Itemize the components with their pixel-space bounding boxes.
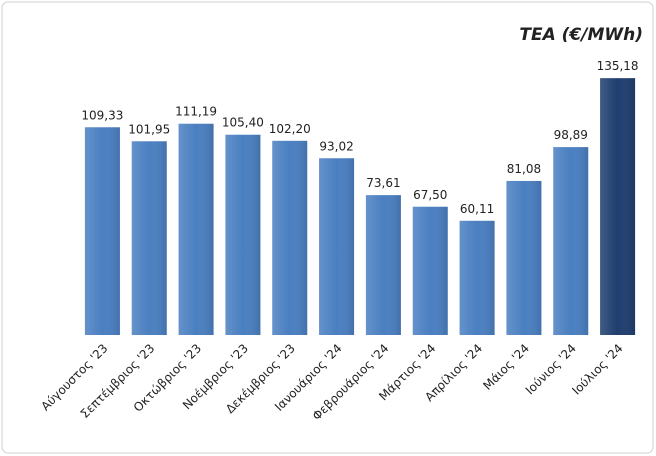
chart-title: TEA (€/MWh) xyxy=(519,25,643,45)
data-label: 109,33 xyxy=(81,108,123,122)
data-label: 105,40 xyxy=(222,116,264,130)
bar-shade xyxy=(319,158,355,335)
data-label: 101,95 xyxy=(128,122,170,136)
bar-shade xyxy=(178,123,214,335)
bar-shade xyxy=(131,141,167,335)
data-label: 135,18 xyxy=(597,59,639,73)
data-label: 60,11 xyxy=(460,202,494,216)
bar-shade xyxy=(412,206,448,335)
data-label: 81,08 xyxy=(507,162,541,176)
bar-shade xyxy=(84,127,120,335)
bar-shade xyxy=(553,147,589,335)
bar-shade xyxy=(365,195,401,335)
data-label: 73,61 xyxy=(366,176,400,190)
data-label: 111,19 xyxy=(175,105,217,119)
data-label: 93,02 xyxy=(319,139,353,153)
bar-shade xyxy=(459,220,495,335)
data-label: 67,50 xyxy=(413,188,447,202)
bar-shade xyxy=(506,180,542,335)
bar-shade xyxy=(225,134,261,335)
bar-shade xyxy=(600,78,636,336)
data-label: 98,89 xyxy=(554,128,588,142)
bar-shade xyxy=(272,140,308,335)
data-label: 102,20 xyxy=(269,122,311,136)
